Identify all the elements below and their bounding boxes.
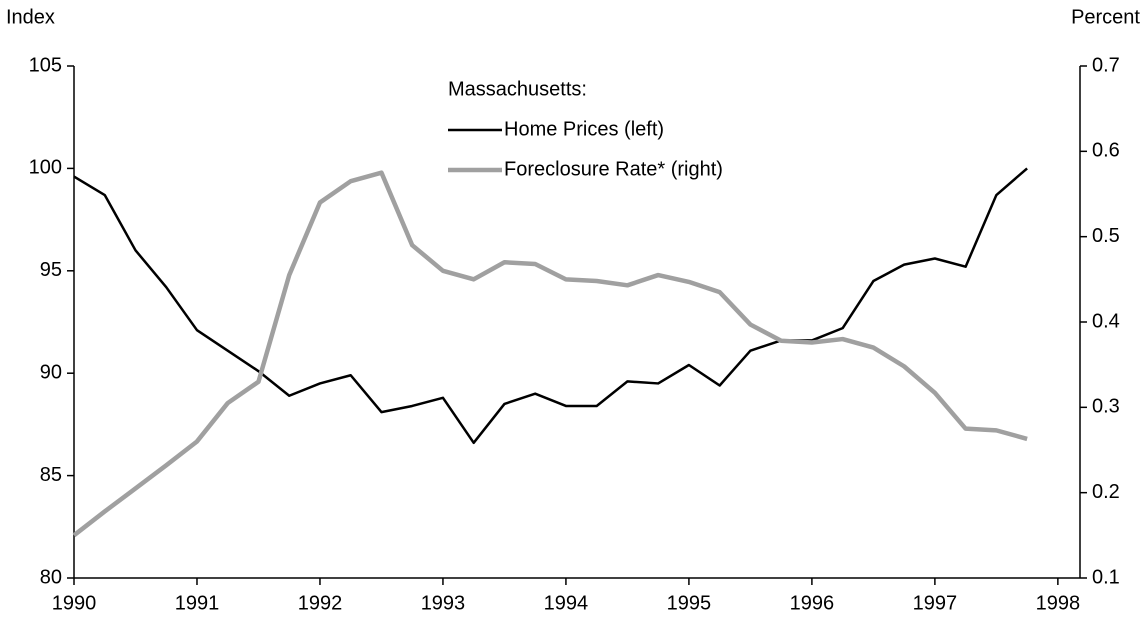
series-line	[73, 167, 1028, 445]
y2-tick-label: 0.1	[1092, 566, 1120, 588]
x-tick-label: 1998	[1036, 592, 1081, 614]
x-tick-label: 1991	[175, 592, 220, 614]
y-tick-label: 80	[40, 566, 62, 588]
y-tick-label: 95	[40, 259, 62, 281]
y2-axis-label: Percent	[1071, 6, 1140, 28]
y2-tick-label: 0.2	[1092, 481, 1120, 503]
y-tick-label: 90	[40, 361, 62, 383]
y-tick-label: 100	[29, 157, 62, 179]
y-tick-label: 85	[40, 464, 62, 486]
y2-tick-label: 0.6	[1092, 140, 1120, 162]
x-tick-label: 1996	[790, 592, 835, 614]
y2-tick-label: 0.7	[1092, 54, 1120, 76]
x-tick-label: 1997	[913, 592, 958, 614]
series-line	[72, 170, 1028, 538]
y2-tick-label: 0.3	[1092, 396, 1120, 418]
legend-label: Home Prices (left)	[504, 118, 664, 140]
x-tick-label: 1990	[52, 592, 97, 614]
y-axis-label: Index	[6, 6, 55, 28]
x-tick-label: 1994	[544, 592, 589, 614]
y2-tick-label: 0.4	[1092, 310, 1120, 332]
x-tick-label: 1995	[667, 592, 712, 614]
x-tick-label: 1992	[298, 592, 343, 614]
y-tick-label: 105	[29, 54, 62, 76]
x-tick-label: 1993	[421, 592, 466, 614]
legend-title: Massachusetts:	[448, 78, 587, 100]
legend-label: Foreclosure Rate* (right)	[504, 158, 723, 180]
y2-tick-label: 0.5	[1092, 225, 1120, 247]
